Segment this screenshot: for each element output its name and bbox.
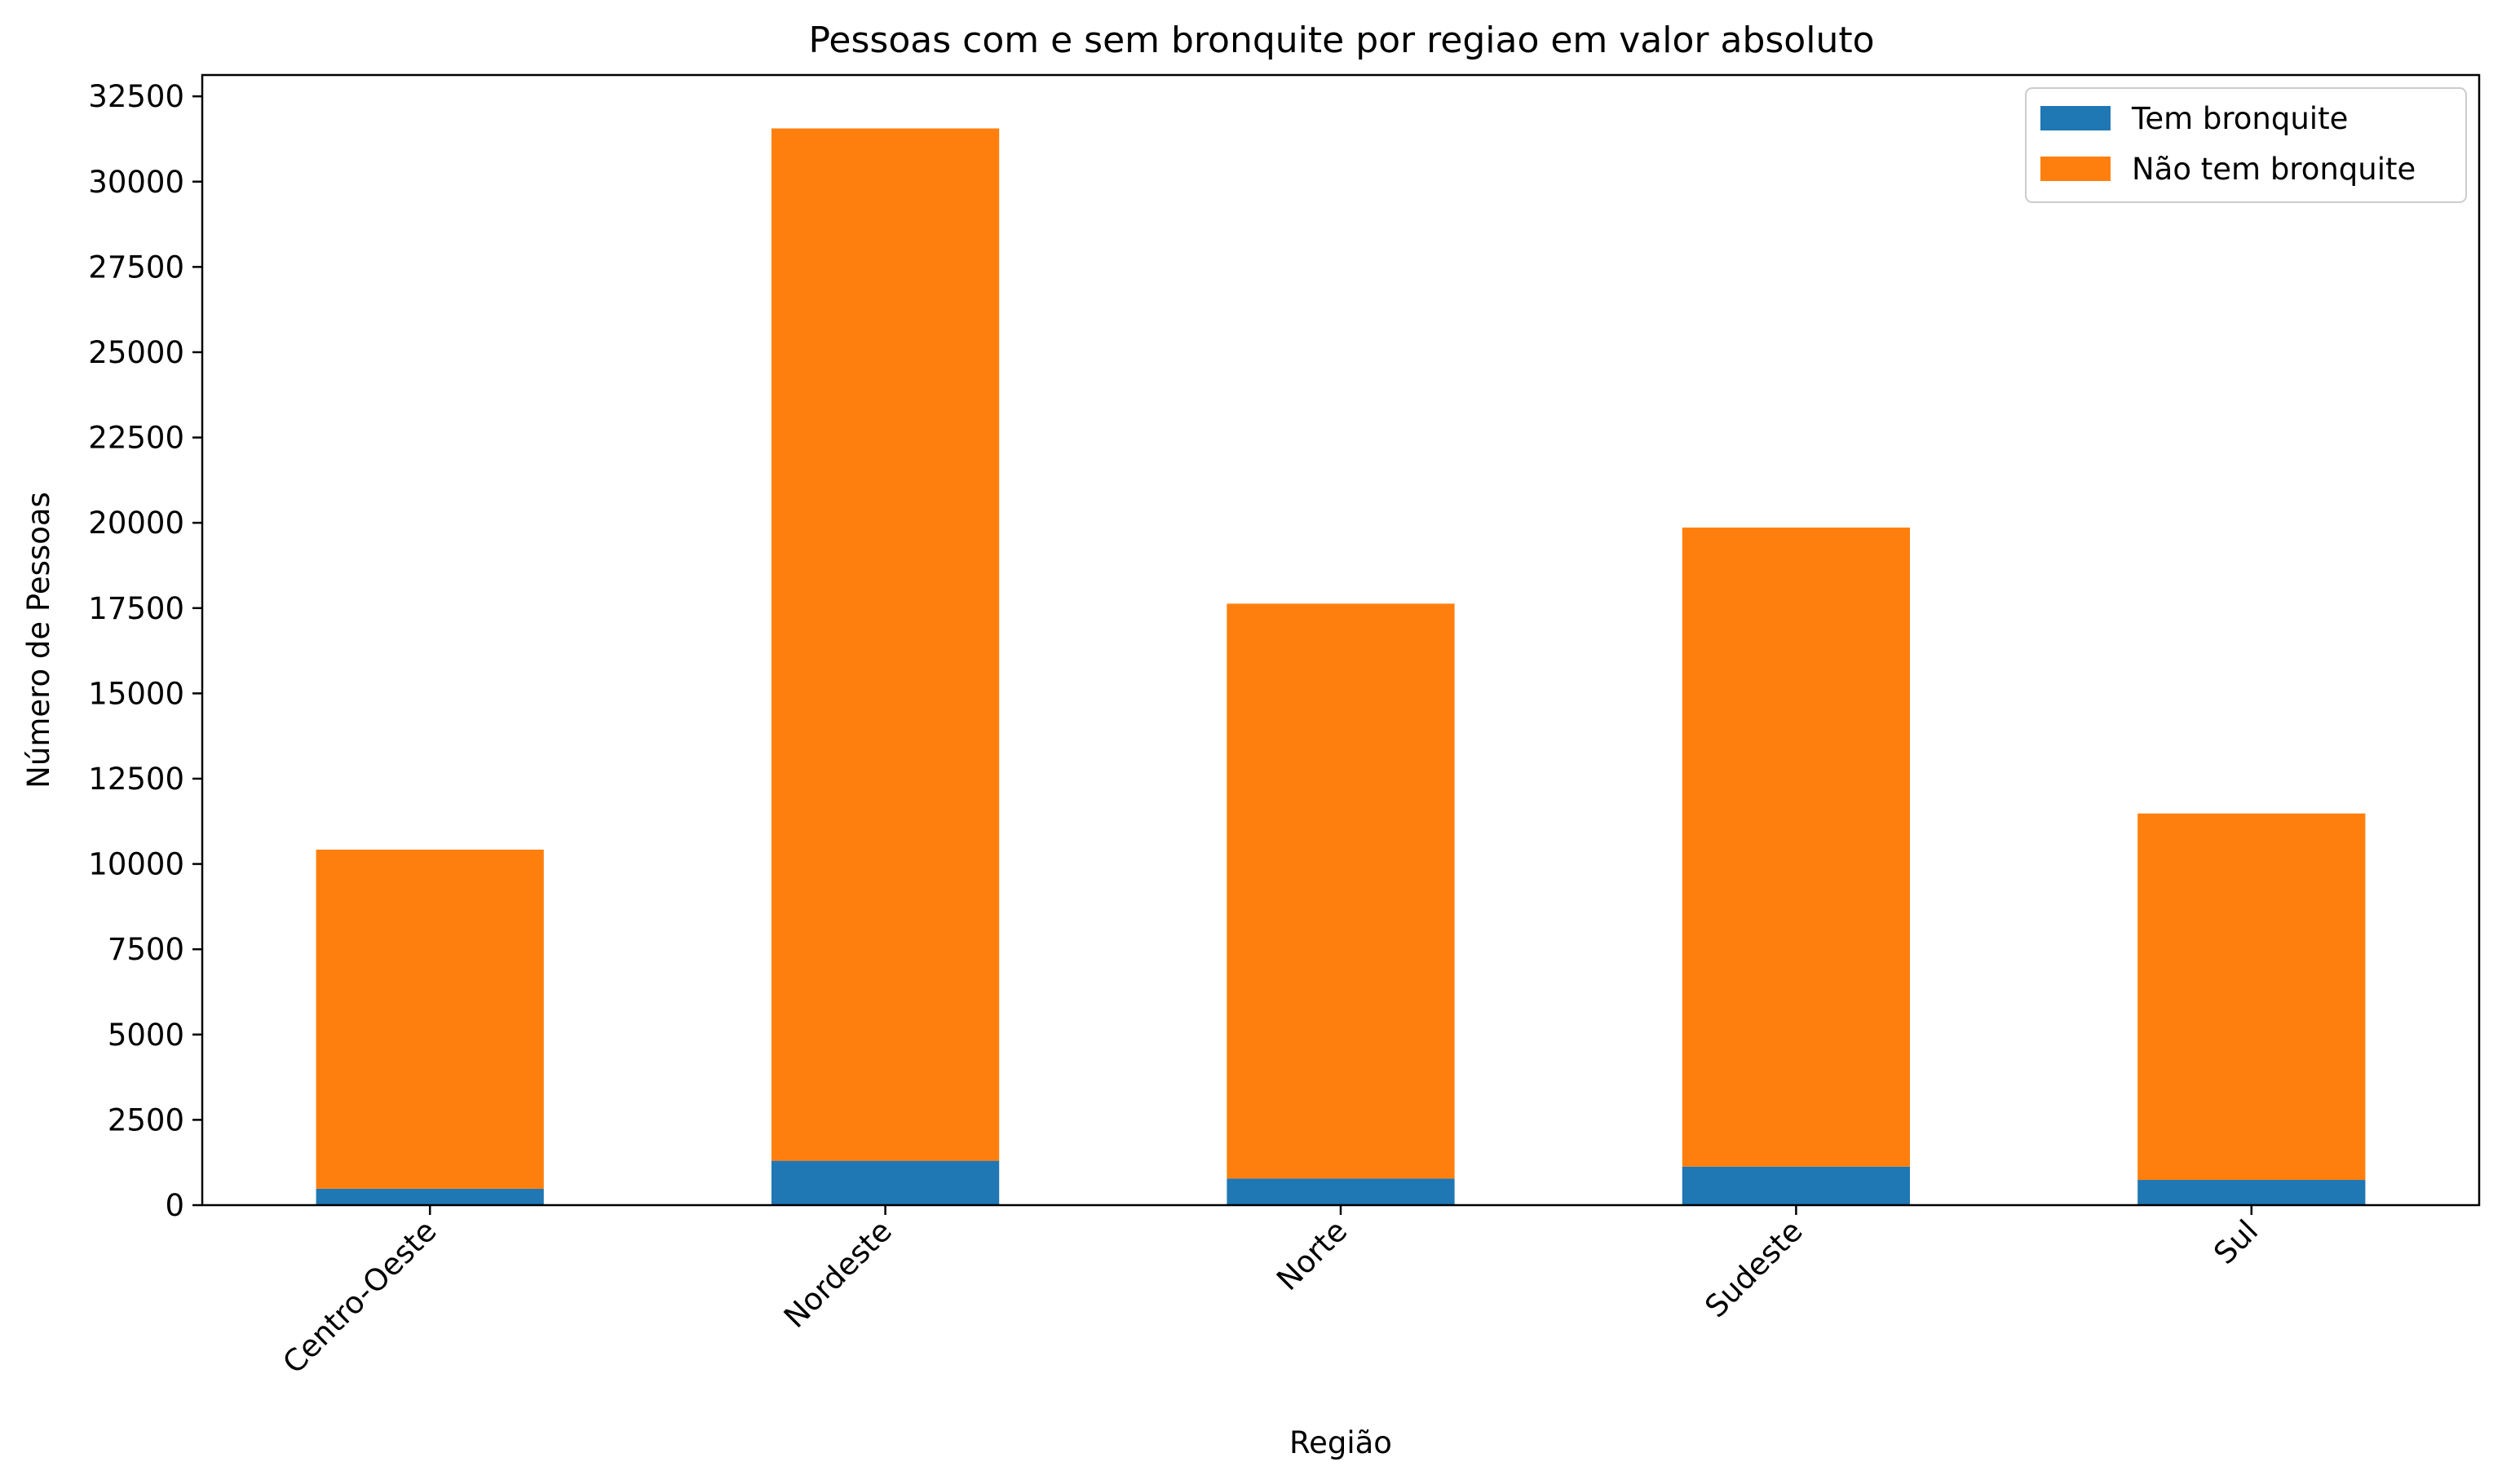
y-tick-label: 32500 [88,79,184,114]
y-tick-label: 12500 [88,762,184,797]
bar-sudeste-series-0 [1682,1166,1910,1205]
legend-label: Tem bronquite [2131,101,2348,136]
legend-swatch [2040,157,2111,181]
y-axis-label: Número de Pessoas [21,492,56,788]
plot-frame [201,73,2481,1207]
y-tick-label: 22500 [88,421,184,456]
bar-sul-series-0 [2137,1180,2366,1205]
x-tick-label: Norte [1270,1213,1354,1297]
legend-swatch [2040,106,2111,130]
bars-group [316,128,2366,1205]
bar-nordeste-series-1 [771,128,1000,1161]
y-axis: 0 2500 5000 7500 10000 12500 15000 17500 20000 22… [88,79,202,1223]
x-tick-label: Sudeste [1698,1213,1809,1324]
x-axis-label: Região [1289,1425,1392,1460]
y-tick-label: 27500 [88,250,184,285]
bar-centro-oeste-series-0 [316,1188,544,1205]
y-tick-label: 15000 [88,676,184,711]
x-tick-label: Nordeste [777,1213,899,1335]
y-tick-label: 5000 [108,1018,184,1053]
chart-title: Pessoas com e sem bronquite por regiao e… [808,20,1874,61]
y-tick-label: 17500 [88,591,184,626]
legend: Tem bronquite Não tem bronquite [2025,87,2467,203]
bar-nordeste-series-0 [771,1160,1000,1205]
x-tick-label: Centro-Oeste [276,1213,443,1380]
y-tick-label: 7500 [108,932,184,967]
bar-norte-series-0 [1227,1178,1455,1205]
legend-label: Não tem bronquite [2132,152,2416,187]
x-axis: Centro-Oeste Nordeste Norte Sudeste Sul [276,1205,2265,1380]
x-tick-label: Sul [2207,1213,2265,1271]
y-tick-label: 2500 [108,1102,184,1137]
bar-norte-series-1 [1227,603,1455,1179]
y-tick-label: 10000 [88,847,184,882]
y-tick-label: 25000 [88,335,184,370]
bar-sudeste-series-1 [1682,528,1910,1167]
y-tick-label: 0 [165,1188,184,1223]
bar-sul-series-1 [2137,813,2366,1181]
bar-centro-oeste-series-1 [316,850,544,1189]
y-tick-label: 30000 [88,165,184,200]
legend-box [2025,87,2467,203]
y-tick-label: 20000 [88,506,184,541]
